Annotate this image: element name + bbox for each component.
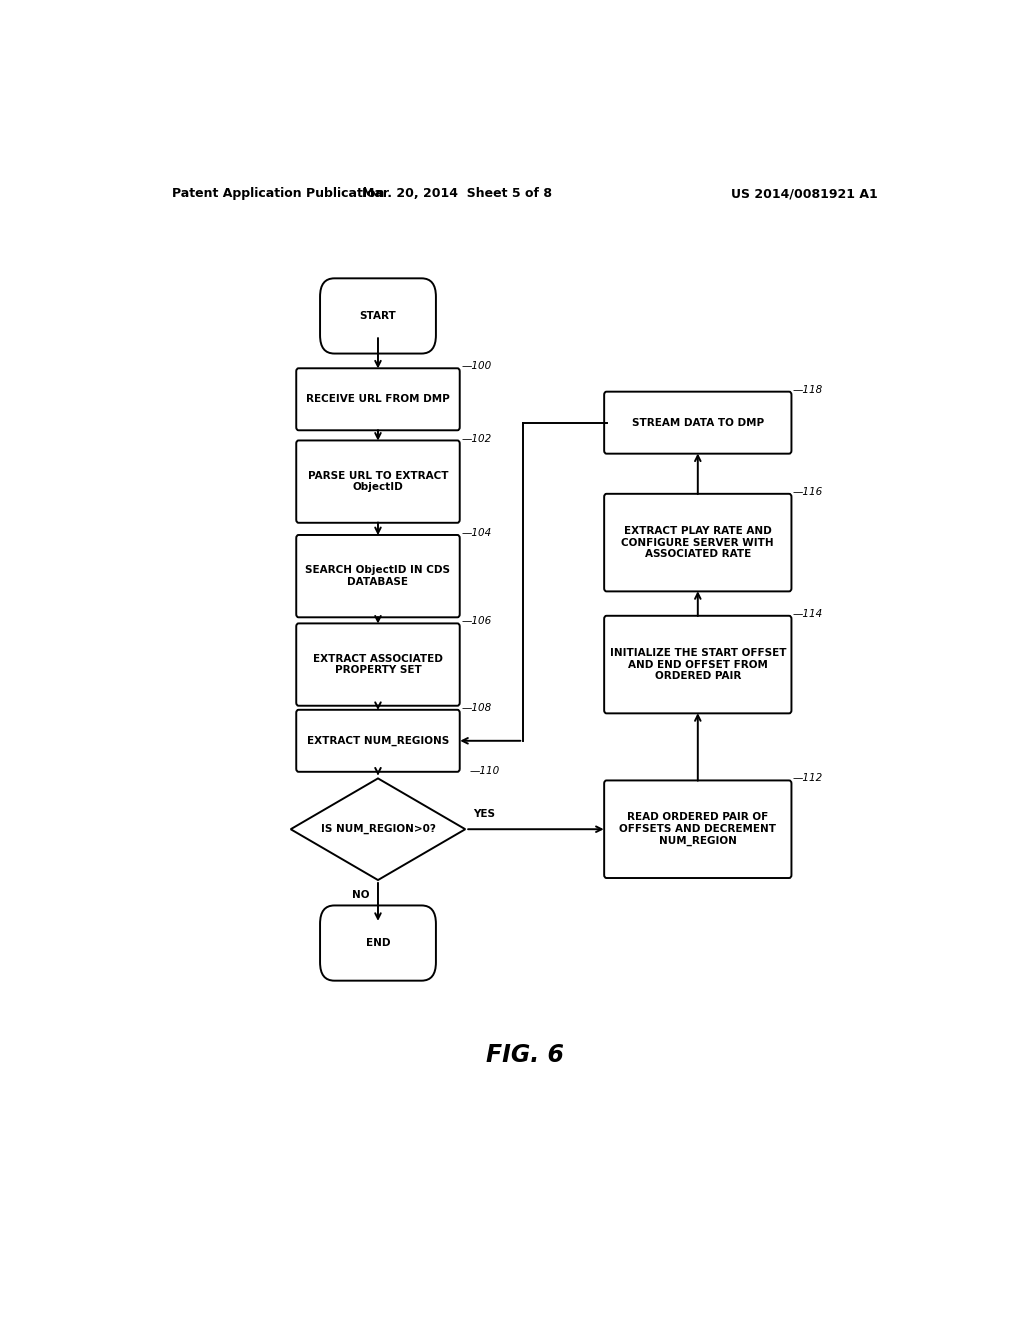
FancyBboxPatch shape [604,615,792,713]
Text: YES: YES [473,809,496,818]
FancyBboxPatch shape [296,368,460,430]
FancyBboxPatch shape [604,780,792,878]
Text: —110: —110 [469,767,500,776]
FancyBboxPatch shape [604,392,792,454]
Text: EXTRACT PLAY RATE AND
CONFIGURE SERVER WITH
ASSOCIATED RATE: EXTRACT PLAY RATE AND CONFIGURE SERVER W… [622,525,774,560]
Text: STREAM DATA TO DMP: STREAM DATA TO DMP [632,417,764,428]
FancyBboxPatch shape [296,441,460,523]
FancyBboxPatch shape [296,623,460,706]
Text: EXTRACT ASSOCIATED
PROPERTY SET: EXTRACT ASSOCIATED PROPERTY SET [313,653,443,676]
Text: INITIALIZE THE START OFFSET
AND END OFFSET FROM
ORDERED PAIR: INITIALIZE THE START OFFSET AND END OFFS… [609,648,786,681]
Text: RECEIVE URL FROM DMP: RECEIVE URL FROM DMP [306,395,450,404]
Text: START: START [359,312,396,321]
Text: Mar. 20, 2014  Sheet 5 of 8: Mar. 20, 2014 Sheet 5 of 8 [362,187,552,201]
Text: SEARCH ObjectID IN CDS
DATABASE: SEARCH ObjectID IN CDS DATABASE [305,565,451,587]
FancyBboxPatch shape [321,279,436,354]
FancyBboxPatch shape [296,710,460,772]
Text: —118: —118 [793,384,823,395]
Text: PARSE URL TO EXTRACT
ObjectID: PARSE URL TO EXTRACT ObjectID [308,471,449,492]
FancyBboxPatch shape [604,494,792,591]
Text: US 2014/0081921 A1: US 2014/0081921 A1 [731,187,878,201]
Text: —106: —106 [462,616,492,627]
Polygon shape [291,779,465,880]
Text: —104: —104 [462,528,492,539]
Text: READ ORDERED PAIR OF
OFFSETS AND DECREMENT
NUM_REGION: READ ORDERED PAIR OF OFFSETS AND DECREME… [620,813,776,846]
Text: Patent Application Publication: Patent Application Publication [172,187,384,201]
Text: EXTRACT NUM_REGIONS: EXTRACT NUM_REGIONS [307,735,450,746]
Text: —108: —108 [462,702,492,713]
Text: —114: —114 [793,609,823,619]
Text: —116: —116 [793,487,823,496]
Text: FIG. 6: FIG. 6 [485,1043,564,1067]
Text: NO: NO [352,890,370,900]
Text: —102: —102 [462,433,492,444]
FancyBboxPatch shape [296,535,460,618]
Text: END: END [366,939,390,948]
Text: IS NUM_REGION>0?: IS NUM_REGION>0? [321,824,435,834]
Text: —112: —112 [793,774,823,784]
Text: —100: —100 [462,362,492,371]
FancyBboxPatch shape [321,906,436,981]
